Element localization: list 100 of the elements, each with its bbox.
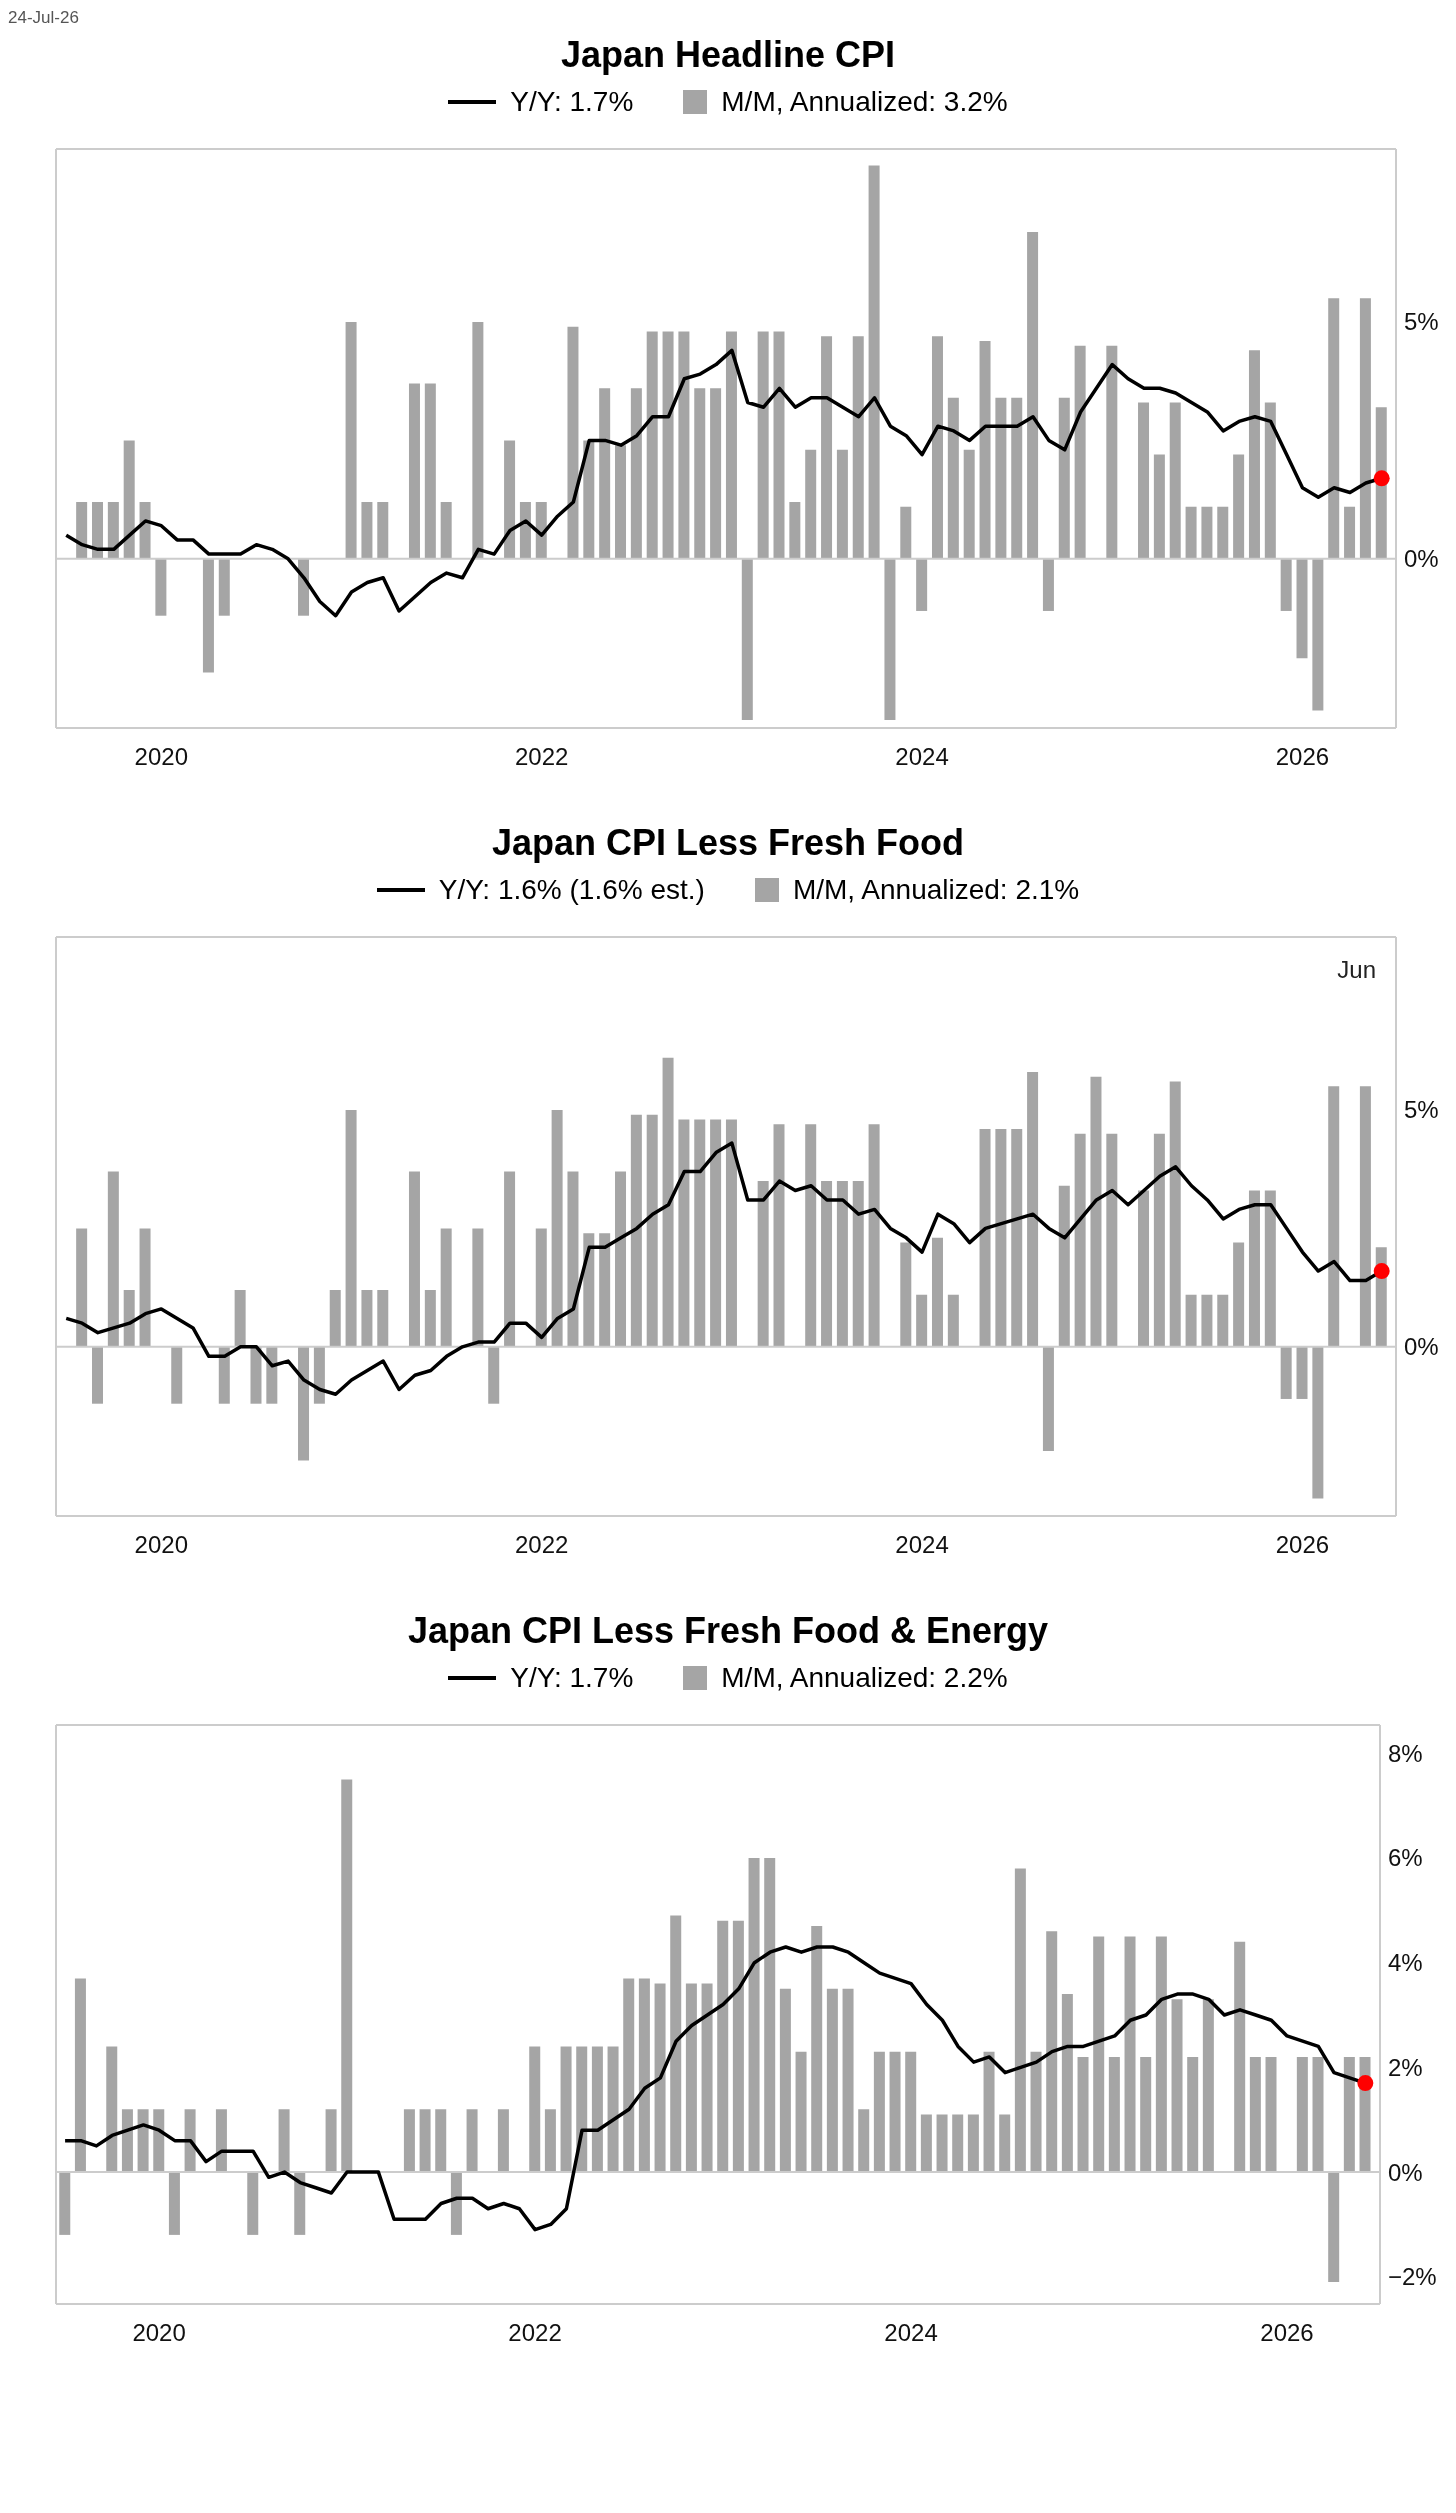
bar bbox=[583, 440, 595, 559]
bar bbox=[821, 336, 833, 559]
bar bbox=[836, 1181, 848, 1347]
bar bbox=[1249, 2056, 1261, 2173]
bar bbox=[560, 2046, 572, 2173]
bar bbox=[1046, 1931, 1058, 2173]
bar bbox=[694, 388, 706, 559]
legend-label: M/M, Annualized: 2.2% bbox=[721, 1662, 1008, 1694]
bar bbox=[1359, 298, 1371, 559]
bar bbox=[900, 506, 912, 559]
bar bbox=[497, 2109, 509, 2173]
y-tick-label: 8% bbox=[1388, 1739, 1423, 1767]
bar bbox=[472, 321, 484, 559]
bar bbox=[757, 1181, 769, 1347]
bar bbox=[952, 2114, 964, 2173]
bar bbox=[123, 1289, 135, 1347]
bar bbox=[678, 1119, 690, 1347]
bar bbox=[1202, 1999, 1214, 2173]
bar bbox=[852, 1181, 864, 1347]
bar bbox=[979, 340, 991, 559]
annotation: Jun bbox=[1337, 956, 1376, 984]
bar bbox=[1138, 1190, 1150, 1347]
bar bbox=[1042, 1346, 1054, 1452]
bar bbox=[1140, 2056, 1152, 2173]
bar bbox=[1248, 1190, 1260, 1347]
bar bbox=[1280, 1346, 1292, 1399]
bar bbox=[1106, 345, 1118, 559]
bar bbox=[1074, 1133, 1086, 1347]
bar bbox=[662, 1057, 674, 1347]
bar bbox=[717, 1920, 729, 2173]
bar bbox=[529, 2046, 541, 2173]
bar bbox=[916, 1294, 928, 1347]
bar bbox=[1312, 2056, 1324, 2173]
bar bbox=[403, 2109, 415, 2173]
bar bbox=[325, 2109, 337, 2173]
bar bbox=[137, 2109, 149, 2173]
legend-label: Y/Y: 1.6% (1.6% est.) bbox=[438, 874, 705, 906]
bar bbox=[278, 2109, 290, 2173]
bar bbox=[662, 331, 674, 559]
bar bbox=[92, 501, 103, 559]
bar bbox=[773, 331, 785, 559]
bar bbox=[725, 331, 737, 559]
bar bbox=[646, 331, 658, 559]
bar bbox=[1185, 506, 1197, 559]
bar bbox=[567, 326, 579, 559]
bar bbox=[821, 1181, 833, 1347]
bar bbox=[139, 1228, 151, 1347]
bar bbox=[313, 1346, 325, 1404]
bar bbox=[1027, 1072, 1039, 1347]
bar bbox=[250, 1346, 262, 1404]
bar bbox=[424, 1289, 436, 1347]
bar bbox=[450, 2172, 462, 2235]
bar bbox=[852, 336, 864, 559]
bar bbox=[685, 1983, 697, 2173]
bar bbox=[1090, 1076, 1102, 1347]
bar bbox=[1014, 1868, 1026, 2173]
bar bbox=[234, 1289, 246, 1347]
bar bbox=[1108, 2056, 1120, 2173]
x-tick-label: 2020 bbox=[132, 2319, 186, 2347]
bar bbox=[424, 383, 436, 559]
chart-title: Japan Headline CPI bbox=[559, 34, 897, 77]
bar bbox=[106, 2046, 118, 2173]
bar bbox=[472, 1228, 484, 1347]
bar bbox=[995, 397, 1007, 559]
bar bbox=[59, 2172, 71, 2235]
bar bbox=[916, 558, 928, 611]
bar bbox=[826, 1988, 838, 2173]
bar bbox=[1343, 2056, 1355, 2173]
bar bbox=[107, 1171, 119, 1347]
y-tick-label: 4% bbox=[1388, 1949, 1423, 1977]
x-tick-label: 2024 bbox=[884, 2319, 938, 2347]
bar bbox=[1201, 1294, 1213, 1347]
bar bbox=[920, 2114, 932, 2173]
bar bbox=[963, 449, 975, 559]
bar bbox=[947, 397, 959, 559]
bar bbox=[576, 2046, 588, 2173]
bar bbox=[1027, 231, 1039, 559]
bar bbox=[732, 1920, 744, 2173]
bar bbox=[1124, 1936, 1136, 2173]
bar bbox=[1328, 298, 1340, 559]
bar bbox=[1093, 1936, 1105, 2173]
bar bbox=[504, 1171, 516, 1347]
x-tick-label: 2026 bbox=[1275, 743, 1330, 771]
bar bbox=[1153, 1133, 1165, 1347]
bar bbox=[710, 388, 722, 559]
bar bbox=[725, 1119, 737, 1347]
bar bbox=[1328, 2172, 1340, 2283]
bar bbox=[1011, 1128, 1023, 1347]
bar bbox=[1264, 1190, 1276, 1347]
bar bbox=[74, 1978, 86, 2173]
x-tick-label: 2024 bbox=[895, 1531, 949, 1559]
x-tick-label: 2026 bbox=[1275, 1531, 1330, 1559]
y-tick-label: 0% bbox=[1388, 2158, 1423, 2186]
bar bbox=[795, 2051, 807, 2173]
bar bbox=[107, 501, 119, 559]
bar bbox=[995, 1128, 1007, 1347]
bar bbox=[377, 501, 389, 559]
bar bbox=[345, 1109, 357, 1347]
bar bbox=[1169, 402, 1181, 559]
bar bbox=[748, 1857, 760, 2173]
